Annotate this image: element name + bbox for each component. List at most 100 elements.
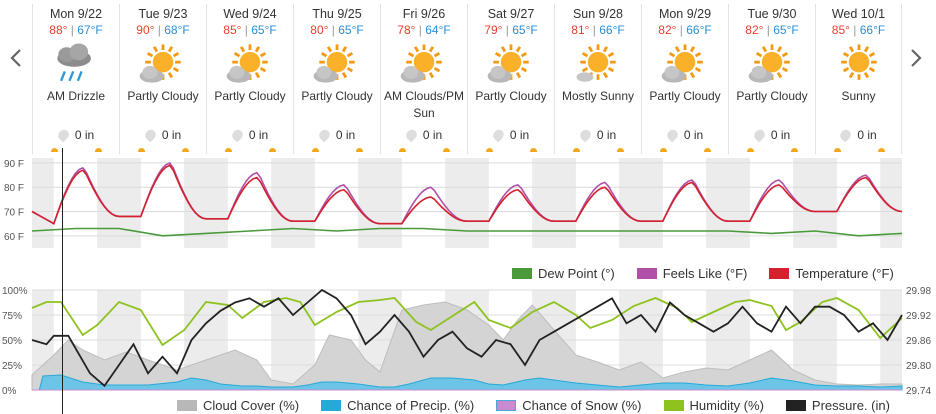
temp-separator: | bbox=[849, 23, 860, 37]
sunrise-icon bbox=[747, 148, 754, 152]
sunset-icon bbox=[356, 148, 363, 152]
sun-markers bbox=[33, 148, 119, 154]
day-name: Sun 9/28 bbox=[572, 7, 624, 21]
high-temp: 81° bbox=[571, 23, 590, 37]
sunset-icon bbox=[530, 148, 537, 152]
condition-text: AM Drizzle bbox=[46, 89, 105, 103]
y-tick-label-left: 100% bbox=[2, 286, 28, 297]
condition-text: AM Clouds/PM Sun bbox=[383, 89, 465, 120]
low-temp: 66°F bbox=[859, 23, 886, 37]
precip-amount: 0 in bbox=[120, 127, 206, 143]
legend-swatch bbox=[512, 268, 532, 279]
day-column[interactable]: Sat 9/27 79° | 65°F Partly Cloudy 0 in bbox=[467, 4, 554, 154]
sunrise-icon bbox=[312, 148, 319, 152]
day-column[interactable]: Thu 9/25 80° | 65°F Partly Cloudy 0 in bbox=[293, 4, 380, 154]
legend-swatch bbox=[785, 400, 806, 411]
night-band bbox=[97, 158, 141, 248]
y-tick-label: 60 F bbox=[4, 232, 24, 243]
legend-feels-like[interactable]: Feels Like (°F) bbox=[636, 266, 748, 281]
y-tick-label-right: 29.80 bbox=[906, 361, 931, 372]
y-tick-label: 90 F bbox=[4, 159, 24, 170]
high-temp: 82° bbox=[745, 23, 764, 37]
precip-value: 0 in bbox=[509, 128, 530, 142]
high-temp: 78° bbox=[397, 23, 416, 37]
day-column[interactable]: Tue 9/30 82° | 65°F Partly Cloudy 0 in bbox=[728, 4, 815, 154]
sunset-icon bbox=[791, 148, 798, 152]
sunrise-icon bbox=[399, 148, 406, 152]
legend-label: Chance of Snow (%) bbox=[522, 398, 642, 413]
temp-separator: | bbox=[763, 23, 774, 37]
day-column[interactable]: Sun 9/28 81° | 66°F Mostly Sunny 0 in bbox=[554, 4, 641, 154]
day-column[interactable]: Mon 9/22 88° | 67°F AM Drizzle 0 in bbox=[32, 4, 119, 154]
dew-point-line bbox=[31, 227, 903, 237]
raindrop-icon bbox=[577, 127, 593, 143]
sunset-icon bbox=[443, 148, 450, 152]
y-tick-label-right: 29.92 bbox=[906, 311, 931, 322]
day-temps: 78° | 64°F bbox=[381, 22, 467, 38]
day-temps: 80° | 65°F bbox=[294, 22, 380, 38]
precip-value: 0 in bbox=[857, 128, 877, 142]
day-column[interactable]: Mon 9/29 82° | 66°F Partly Cloudy 0 in bbox=[641, 4, 728, 154]
raindrop-icon bbox=[316, 127, 332, 143]
legend-humidity[interactable]: Humidity (%) bbox=[663, 398, 764, 413]
day-name: Tue 9/23 bbox=[138, 7, 188, 21]
partly-cloudy-icon bbox=[135, 40, 191, 88]
night-band bbox=[445, 158, 489, 248]
raindrop-icon bbox=[229, 127, 245, 143]
legend-label: Chance of Precip. (%) bbox=[347, 398, 475, 413]
daily-forecast-strip: Mon 9/22 88° | 67°F AM Drizzle 0 in Tue 9/23… bbox=[32, 4, 902, 154]
precip-value: 0 in bbox=[683, 128, 704, 142]
sunrise-icon bbox=[486, 148, 493, 152]
legend-pressure[interactable]: Pressure. (in) bbox=[785, 398, 890, 413]
pressure-line bbox=[31, 288, 903, 388]
legend-cloud-cover[interactable]: Cloud Cover (%) bbox=[177, 398, 299, 413]
day-name: Wed 10/1 bbox=[831, 7, 886, 21]
day-name: Mon 9/29 bbox=[658, 7, 712, 21]
legend-swatch bbox=[663, 400, 684, 411]
y-tick-label-right: 29.86 bbox=[906, 336, 931, 347]
legend-label: Feels Like (°F) bbox=[662, 266, 748, 281]
day-temps: 82° | 66°F bbox=[642, 22, 728, 38]
current-time-cursor[interactable] bbox=[62, 148, 63, 414]
precip-amount: 0 in bbox=[207, 127, 293, 143]
precip-value: 0 in bbox=[770, 128, 791, 142]
raindrop-icon bbox=[838, 127, 854, 143]
day-column[interactable]: Wed 10/1 85° | 66°F Sunny 0 in bbox=[815, 4, 902, 154]
legend-swatch bbox=[321, 400, 342, 411]
day-column[interactable]: Tue 9/23 90° | 68°F Partly Cloudy 0 in bbox=[119, 4, 206, 154]
partly-cloudy-icon bbox=[744, 40, 800, 88]
raindrop-icon bbox=[490, 127, 506, 143]
condition-text: Partly Cloudy bbox=[475, 89, 547, 103]
high-temp: 85° bbox=[831, 23, 850, 37]
legend-chance-snow[interactable]: Chance of Snow (%) bbox=[496, 398, 642, 413]
legend-chance-precip[interactable]: Chance of Precip. (%) bbox=[321, 398, 474, 413]
day-name: Mon 9/22 bbox=[49, 7, 103, 21]
low-temp: 66°F bbox=[599, 23, 625, 37]
raindrop-icon bbox=[403, 127, 419, 143]
legend-dew-point[interactable]: Dew Point (°) bbox=[512, 266, 615, 281]
night-band bbox=[880, 158, 902, 248]
y-tick-label-left: 25% bbox=[2, 361, 22, 372]
day-column[interactable]: Fri 9/26 78° | 64°F AM Clouds/PM Sun 0 in bbox=[380, 4, 467, 154]
low-temp: 66°F bbox=[686, 23, 712, 37]
temp-separator: | bbox=[328, 23, 339, 37]
legend-temperature[interactable]: Temperature (°F) bbox=[769, 266, 894, 281]
legend-label: Temperature (°F) bbox=[795, 266, 894, 281]
precip-amount: 0 in bbox=[294, 127, 380, 143]
chance-precip-area bbox=[32, 374, 903, 391]
precip-amount: 0 in bbox=[816, 127, 901, 143]
legend-swatch bbox=[496, 400, 517, 411]
raindrop-icon bbox=[664, 127, 680, 143]
precip-amount: 0 in bbox=[555, 127, 641, 143]
sunset-icon bbox=[617, 148, 624, 152]
day-column[interactable]: Wed 9/24 85° | 65°F Partly Cloudy 0 in bbox=[206, 4, 293, 154]
prev-days-arrow[interactable] bbox=[6, 44, 26, 72]
precip-value: 0 in bbox=[596, 128, 617, 142]
day-temps: 90° | 68°F bbox=[120, 22, 206, 38]
high-temp: 79° bbox=[484, 23, 503, 37]
y-tick-label-right: 29.98 bbox=[906, 286, 931, 297]
sun-markers bbox=[642, 148, 728, 154]
next-days-arrow[interactable] bbox=[906, 44, 926, 72]
sunrise-icon bbox=[138, 148, 145, 152]
condition-text: Partly Cloudy bbox=[301, 89, 373, 103]
